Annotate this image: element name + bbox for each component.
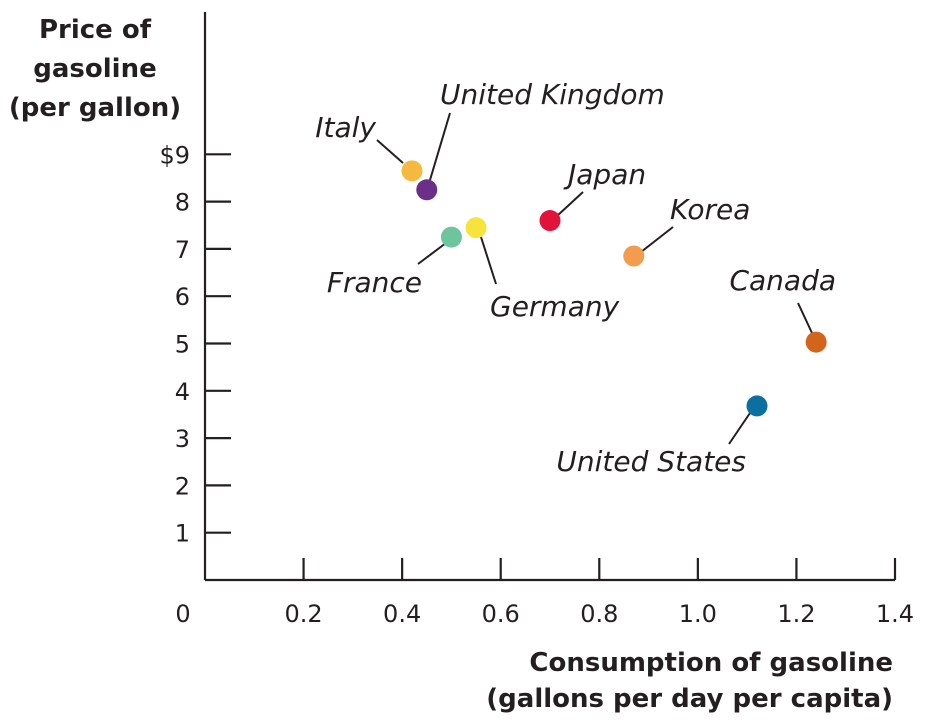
x-tick-label: 0.4 <box>383 600 421 628</box>
data-point <box>805 331 827 353</box>
y-tick-label: 7 <box>175 236 190 264</box>
point-label: Italy <box>315 111 376 144</box>
y-axis-title-line: (per gallon) <box>9 93 181 123</box>
y-tick-label: $9 <box>159 141 190 169</box>
axis-titles: Price of gasoline (per gallon) Consumption … <box>9 15 893 714</box>
leader-line <box>376 139 404 164</box>
data-point <box>401 160 423 182</box>
x-axis-title-line: (gallons per day per capita) <box>486 684 893 714</box>
x-tick-label: 0.8 <box>580 600 618 628</box>
leader-lines <box>376 112 813 445</box>
data-point <box>440 226 462 248</box>
point-label: Korea <box>670 193 750 226</box>
point-label: United Kingdom <box>440 78 665 111</box>
leader-line <box>429 112 451 181</box>
y-tick-label: 6 <box>175 283 190 311</box>
leader-line <box>556 191 584 217</box>
point-label: Canada <box>729 264 836 297</box>
x-axis-title-line: Consumption of gasoline <box>529 648 893 678</box>
leader-line <box>728 412 751 445</box>
data-points <box>401 160 827 417</box>
x-tick-label: 1.0 <box>679 600 717 628</box>
data-point <box>623 245 645 267</box>
leader-line <box>797 302 813 334</box>
point-label: Japan <box>563 158 646 191</box>
leader-line <box>640 226 674 253</box>
data-point <box>539 210 561 232</box>
point-label: United States <box>556 445 746 478</box>
origin-label: 0 <box>175 600 190 628</box>
y-tick-label: 5 <box>175 331 190 359</box>
point-label: Germany <box>490 290 620 323</box>
data-point <box>746 395 768 417</box>
point-labels: Italy United Kingdom France Germany Japan Kor… <box>315 78 836 478</box>
x-tick-label: 1.2 <box>777 600 815 628</box>
point-label: France <box>327 266 422 299</box>
y-tick-label: 4 <box>175 378 190 406</box>
y-tick-label: 8 <box>175 189 190 217</box>
data-point <box>465 217 487 239</box>
y-tick-label: 1 <box>175 520 190 548</box>
x-tick-label: 0.6 <box>482 600 520 628</box>
y-tick-label: 3 <box>175 425 190 453</box>
leader-line <box>417 242 447 265</box>
y-axis-title-line: Price of <box>39 15 152 45</box>
ticks: 0.2 0.4 0.6 0.8 1.0 1.2 1.4 0 1 2 3 4 5 6 7 8 $9 <box>159 141 914 628</box>
y-axis-title-line: gasoline <box>33 54 156 84</box>
leader-line <box>480 236 497 285</box>
x-tick-label: 0.2 <box>284 600 322 628</box>
x-tick-label: 1.4 <box>876 600 914 628</box>
y-tick-label: 2 <box>175 472 190 500</box>
data-point <box>416 179 438 201</box>
